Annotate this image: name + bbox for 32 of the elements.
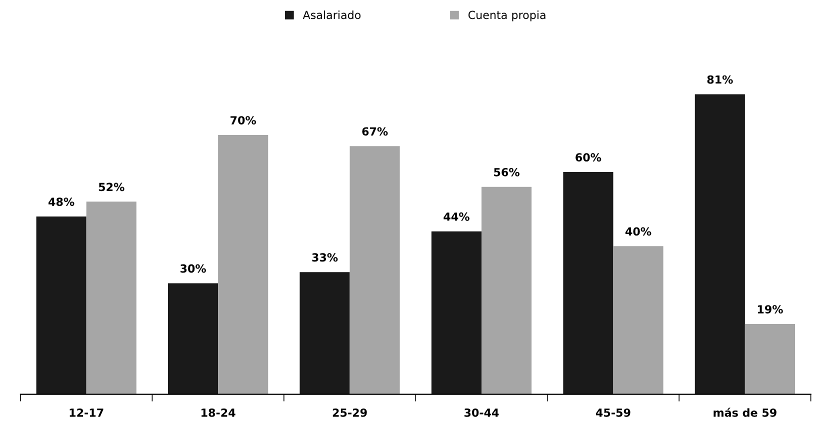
legend-label: Asalariado <box>302 10 361 20</box>
bar <box>350 146 400 394</box>
x-tick-label: 12-17 <box>70 408 104 417</box>
data-label: 19% <box>758 305 783 314</box>
x-tick-label: 25-29 <box>332 408 367 417</box>
bar <box>563 172 614 394</box>
bar <box>694 94 745 394</box>
bar <box>431 231 482 394</box>
data-label: 52% <box>98 182 124 192</box>
bar <box>744 324 796 394</box>
bar <box>613 246 664 394</box>
data-label: 48% <box>48 198 74 206</box>
data-label: 56% <box>494 168 520 176</box>
legend-label: Cuenta propia <box>468 10 546 22</box>
x-tick-label: 30-44 <box>464 408 499 417</box>
data-label: 44% <box>444 212 470 221</box>
data-label: 60% <box>576 153 602 162</box>
bar <box>482 186 532 394</box>
bar <box>300 272 350 394</box>
data-label: 30% <box>180 264 206 273</box>
bar <box>218 134 268 394</box>
data-label: 33% <box>312 253 338 262</box>
data-label: 70% <box>230 116 256 124</box>
x-tick-label: 18-24 <box>202 408 236 417</box>
x-tick-label: más de 59 <box>714 408 776 417</box>
data-label: 67% <box>362 127 388 136</box>
data-label: 81% <box>707 75 733 84</box>
data-label: 40% <box>625 227 652 236</box>
bar <box>168 283 218 394</box>
bar <box>86 202 136 394</box>
bar <box>36 216 86 394</box>
x-tick-label: 45-59 <box>596 408 630 417</box>
